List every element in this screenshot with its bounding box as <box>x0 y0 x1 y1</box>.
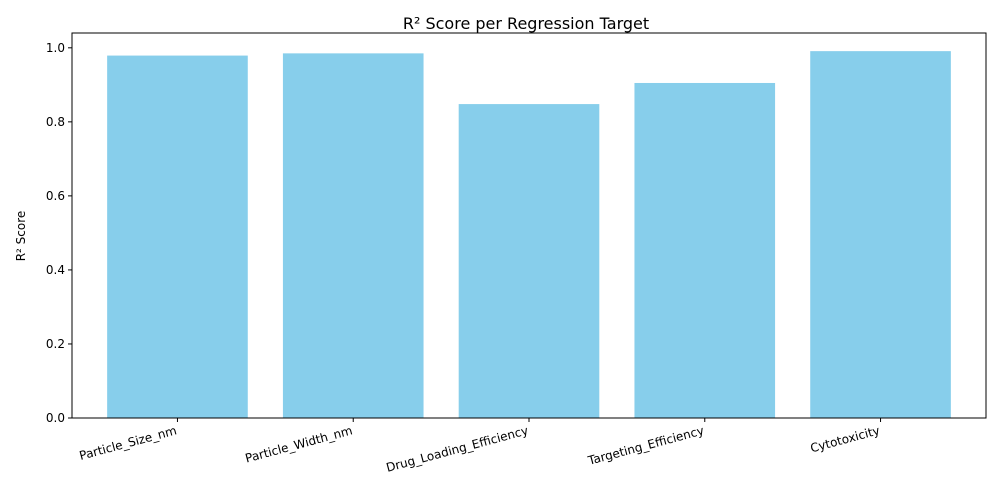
y-axis-ticks: 0.0 0.2 0.4 0.6 0.8 1.0 <box>46 41 72 425</box>
chart-title: R² Score per Regression Target <box>403 14 649 33</box>
y-tick-label: 0.2 <box>46 337 65 351</box>
y-axis-label: R² Score <box>14 211 28 262</box>
bar-targeting-efficiency <box>634 82 776 418</box>
bar-drug-loading-efficiency <box>458 104 600 418</box>
y-tick-label: 0.0 <box>46 411 65 425</box>
bar-particle-width-nm <box>282 53 424 419</box>
bar-particle-size-nm <box>107 55 248 418</box>
y-tick-label: 0.4 <box>46 263 65 277</box>
y-tick-label: 0.6 <box>46 189 65 203</box>
bar-cytotoxicity <box>810 51 951 418</box>
y-tick-label: 1.0 <box>46 41 65 55</box>
plot-frame <box>71 32 987 419</box>
y-tick-label: 0.8 <box>46 115 65 129</box>
bars-group <box>107 51 951 419</box>
